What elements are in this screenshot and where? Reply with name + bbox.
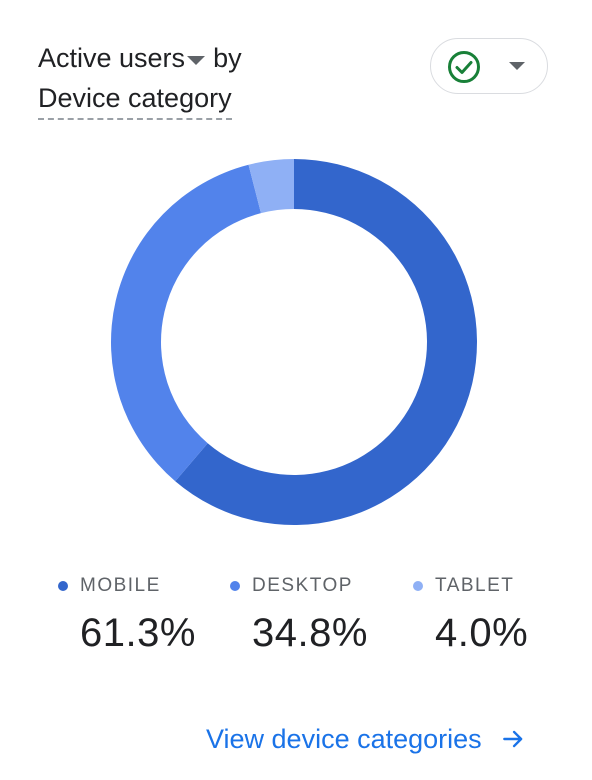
legend-dot-mobile [58,581,68,591]
view-device-categories-label: View device categories [206,724,482,754]
legend-label-tablet: TABLET [435,575,515,596]
card-header: Active users by Device category [38,40,242,120]
legend-value-mobile: 61.3% [80,611,196,655]
arrow-right-icon [502,730,522,748]
card-title: Active users by [38,40,242,76]
donut-slice-desktop[interactable] [110,164,261,482]
legend-label-desktop: DESKTOP [252,575,353,596]
legend-item-desktop: DESKTOP 34.8% [230,572,368,656]
legend-dot-desktop [230,581,240,591]
dimension-selector[interactable]: Device category [38,80,232,120]
legend-item-tablet: TABLET 4.0% [413,572,528,656]
legend-value-tablet: 4.0% [435,611,529,655]
donut-chart [110,159,477,526]
status-dropdown-button[interactable] [430,38,548,94]
legend-item-mobile: MOBILE 61.3% [58,572,196,656]
view-device-categories-link[interactable]: View device categories [206,721,526,757]
by-label: by [213,43,242,73]
metric-selector[interactable]: Active users [38,43,186,73]
metric-dropdown-icon[interactable] [187,55,206,65]
legend-value-desktop: 34.8% [252,611,368,655]
check-circle-icon [448,51,480,83]
chart-legend: MOBILE 61.3% DESKTOP 34.8% TABLET 4.0% [0,572,592,662]
donut-slice-mobile[interactable] [175,159,477,526]
chevron-down-icon[interactable] [509,62,525,70]
legend-dot-tablet [413,581,423,591]
legend-label-mobile: MOBILE [80,575,161,596]
donut-slice-tablet[interactable] [248,159,294,214]
